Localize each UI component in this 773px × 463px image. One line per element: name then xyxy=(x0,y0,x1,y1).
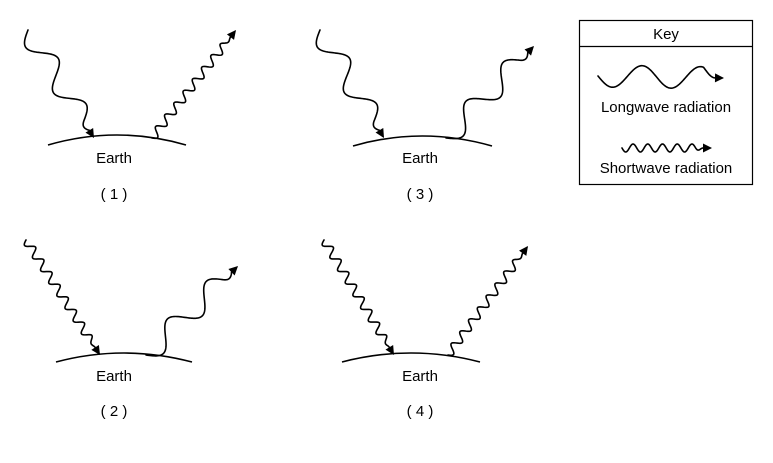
key-legend: Key Longwave radiation Shortwave radiati… xyxy=(578,19,754,186)
panel-number: ( 2 ) xyxy=(101,403,128,420)
wave-line xyxy=(445,46,534,140)
earth-label: Earth xyxy=(402,150,438,167)
earth-label: Earth xyxy=(402,368,438,385)
incoming-longwave-ray xyxy=(23,29,94,138)
longwave-sample-ray xyxy=(597,64,724,89)
arrowhead-icon xyxy=(519,246,528,256)
longwave-label: Longwave radiation xyxy=(601,99,731,116)
arrowhead-icon xyxy=(703,143,712,153)
shortwave-label: Shortwave radiation xyxy=(600,160,733,177)
wave-line xyxy=(151,30,236,140)
earth-surface-arc xyxy=(352,135,493,147)
arrowhead-icon xyxy=(375,127,384,138)
arrowhead-icon xyxy=(524,46,534,56)
outgoing-shortwave-ray xyxy=(447,246,528,357)
wave-line xyxy=(447,246,528,357)
arrowhead-icon xyxy=(85,127,94,138)
earth-surface-arc xyxy=(55,352,193,363)
arrowhead-icon xyxy=(228,266,238,276)
key-box xyxy=(578,19,754,186)
arrowhead-icon xyxy=(91,345,100,355)
outgoing-longwave-ray xyxy=(445,46,534,140)
arrowhead-icon xyxy=(226,30,236,40)
wave-line xyxy=(145,266,238,357)
wave-line xyxy=(23,239,100,355)
arrowhead-icon xyxy=(714,73,724,83)
arrowhead-icon xyxy=(385,344,394,355)
earth-label: Earth xyxy=(96,150,132,167)
panel-2: Earth ( 2 ) xyxy=(23,239,238,420)
panel-1: Earth ( 1 ) xyxy=(23,29,236,203)
wave-line xyxy=(315,29,384,138)
panel-number: ( 4 ) xyxy=(407,403,434,420)
incoming-shortwave-ray xyxy=(23,239,100,355)
wave-line xyxy=(597,64,723,89)
panel-3: Earth ( 3 ) xyxy=(315,29,534,203)
incoming-longwave-ray xyxy=(315,29,384,138)
wave-line xyxy=(621,143,711,153)
wave-line xyxy=(23,29,94,138)
shortwave-sample-ray xyxy=(621,143,712,153)
wave-line xyxy=(321,239,394,355)
incoming-shortwave-ray xyxy=(321,239,394,355)
earth-surface-arc xyxy=(47,134,187,146)
key-title: Key xyxy=(653,26,679,43)
panel-number: ( 3 ) xyxy=(407,186,434,203)
panel-4: Earth ( 4 ) xyxy=(321,239,528,420)
earth-label: Earth xyxy=(96,368,132,385)
outgoing-longwave-ray xyxy=(145,266,238,357)
outgoing-shortwave-ray xyxy=(151,30,236,140)
panel-number: ( 1 ) xyxy=(101,186,128,203)
earth-surface-arc xyxy=(341,352,481,363)
